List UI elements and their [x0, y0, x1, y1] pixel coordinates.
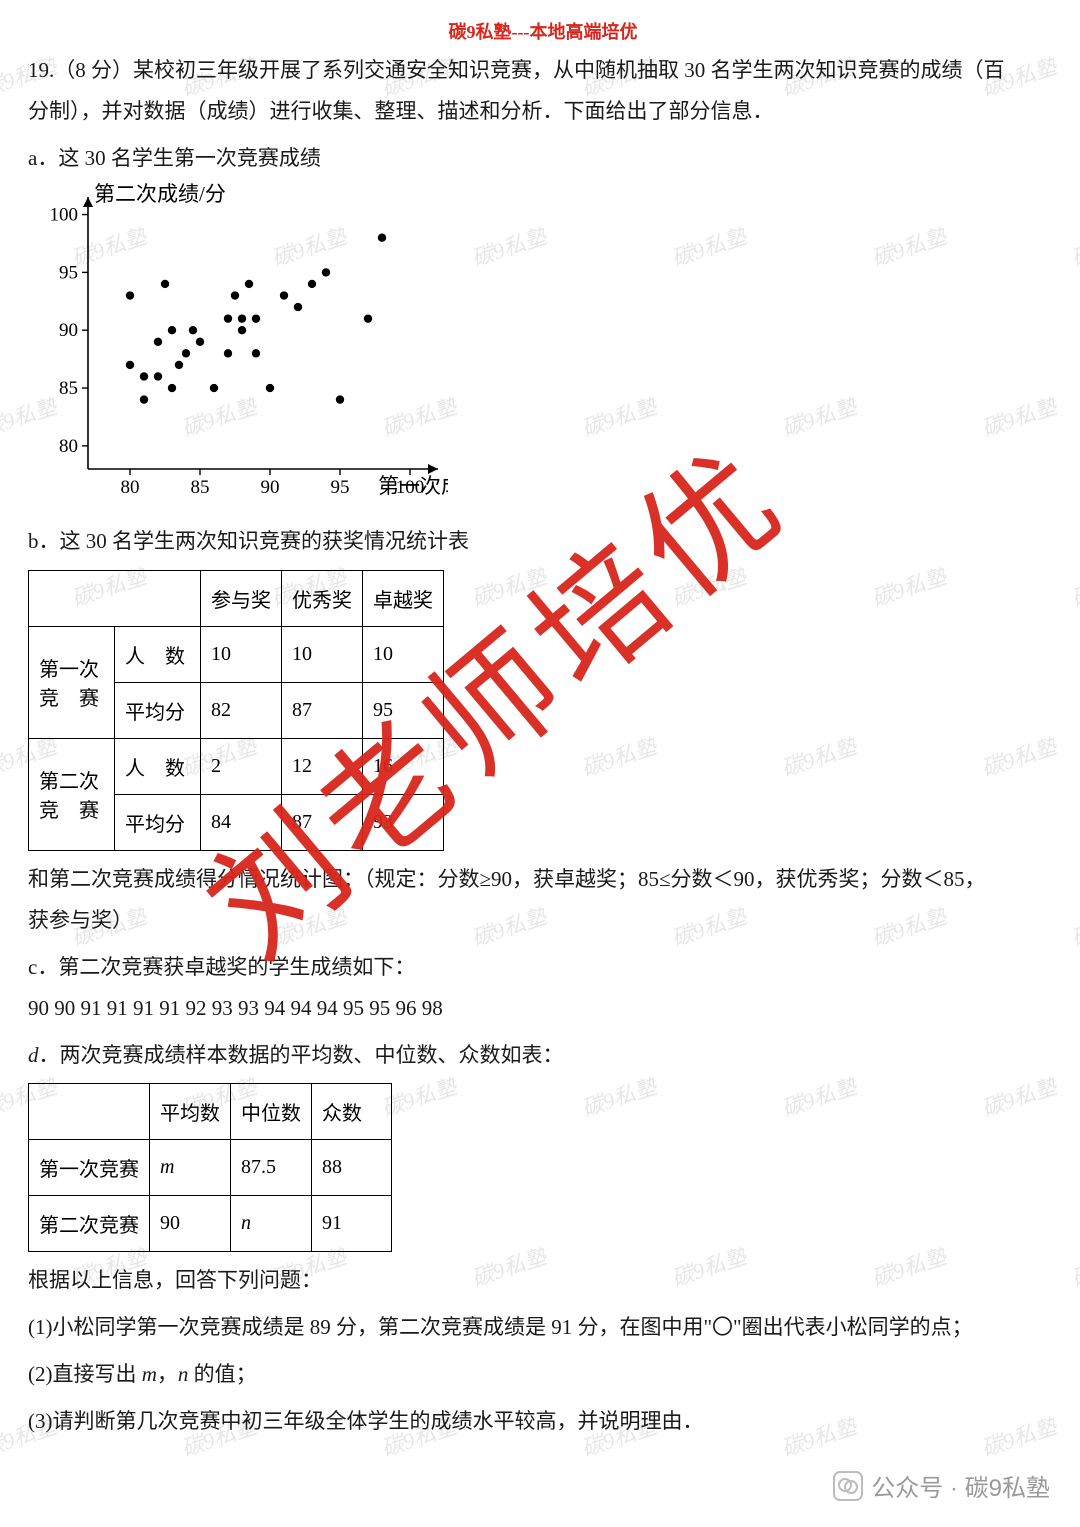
t1-r1-lbl: 人 数 [115, 626, 201, 682]
svg-text:80: 80 [59, 436, 78, 457]
svg-text:95: 95 [331, 477, 350, 498]
awards-table: 参与奖 优秀奖 卓越奖 第一次竞 赛 人 数 10 10 10 平均分 82 8… [28, 570, 444, 851]
t2-r2-c1: 90 [150, 1196, 231, 1252]
svg-text:90: 90 [261, 477, 280, 498]
section-c-title: c．第二次竞赛获卓越奖的学生成绩如下： [28, 947, 1058, 988]
header-red: 碳9私塾---本地高端培优 [28, 18, 1058, 44]
t2-r1-c0: 第一次竞赛 [29, 1140, 150, 1196]
t1-r4-v1: 84 [201, 794, 282, 850]
t1-r3-v1: 2 [201, 738, 282, 794]
t2-r2-c3: 91 [312, 1196, 392, 1252]
t1-r2-lbl: 平均分 [115, 682, 201, 738]
t1-r2-v2: 87 [282, 682, 363, 738]
t1-g2: 第二次竞 赛 [29, 738, 115, 850]
t1-r1-v2: 10 [282, 626, 363, 682]
t1-r3-v3: 16 [363, 738, 444, 794]
svg-text:80: 80 [121, 477, 140, 498]
t1-r3-lbl: 人 数 [115, 738, 201, 794]
footer-wechat: 公众号 · 碳9私塾 [833, 1468, 1050, 1503]
section-c-scores: 90 90 91 91 91 91 92 93 93 94 94 94 95 9… [28, 988, 1058, 1029]
note-line-1: 和第二次竞赛成绩得分情况统计图：（规定：分数≥90，获卓越奖；85≤分数＜90，… [28, 859, 1058, 900]
t2-h0 [29, 1084, 150, 1140]
note-line-2: 获参与奖） [28, 900, 1058, 941]
svg-text:95: 95 [59, 262, 78, 283]
t2-r1-c2: 87.5 [231, 1140, 312, 1196]
scatter-svg: 8085909510080859095100第一次成绩/分第二次成绩/分 [28, 183, 448, 513]
section-d-rest: ．两次竞赛成绩样本数据的平均数、中位数、众数如表： [39, 1043, 564, 1067]
t2-h1: 平均数 [150, 1084, 231, 1140]
t2-r1-c1: m [150, 1140, 231, 1196]
svg-text:第一次成绩/分: 第一次成绩/分 [378, 474, 448, 498]
t1-h-blank [29, 570, 201, 626]
section-d-title: d．两次竞赛成绩样本数据的平均数、中位数、众数如表： [28, 1035, 1058, 1076]
svg-text:90: 90 [59, 320, 78, 341]
question-3: (3)请判断第几次竞赛中初三年级全体学生的成绩水平较高，并说明理由． [28, 1401, 1058, 1442]
t1-r4-v3: 93 [363, 794, 444, 850]
t1-r4-v2: 87 [282, 794, 363, 850]
t2-h3: 众数 [312, 1084, 392, 1140]
question-intro-line2: 分制），并对数据（成绩）进行收集、整理、描述和分析．下面给出了部分信息． [28, 91, 1058, 132]
t1-r3-v2: 12 [282, 738, 363, 794]
t1-r4-lbl: 平均分 [115, 794, 201, 850]
t1-g1: 第一次竞 赛 [29, 626, 115, 738]
question-2: (2)直接写出 m，n 的值； [28, 1354, 1058, 1395]
section-a-title: a．这 30 名学生第一次竞赛成绩 [28, 138, 1058, 179]
page-content: 碳9私塾---本地高端培优 19.（8 分）某校初三年级开展了系列交通安全知识竞… [0, 0, 1080, 1460]
svg-text:第二次成绩/分: 第二次成绩/分 [94, 183, 226, 206]
t1-h-2: 优秀奖 [282, 570, 363, 626]
section-d-prefix: d [28, 1043, 39, 1067]
t1-r1-v3: 10 [363, 626, 444, 682]
question-prompt: 根据以上信息，回答下列问题： [28, 1260, 1058, 1301]
t2-h2: 中位数 [231, 1084, 312, 1140]
t2-r2-c2: n [231, 1196, 312, 1252]
svg-text:85: 85 [191, 477, 210, 498]
svg-text:100: 100 [50, 204, 79, 225]
t1-h-1: 参与奖 [201, 570, 282, 626]
t1-r2-v3: 95 [363, 682, 444, 738]
t1-r1-v1: 10 [201, 626, 282, 682]
t1-h-3: 卓越奖 [363, 570, 444, 626]
stats-table: 平均数 中位数 众数 第一次竞赛 m 87.5 88 第二次竞赛 90 n 91 [28, 1083, 392, 1252]
svg-text:85: 85 [59, 378, 78, 399]
t2-r1-c3: 88 [312, 1140, 392, 1196]
wechat-icon [833, 1471, 863, 1501]
section-b-title: b．这 30 名学生两次知识竞赛的获奖情况统计表 [28, 521, 1058, 562]
t2-r2-c0: 第二次竞赛 [29, 1196, 150, 1252]
question-1: (1)小松同学第一次竞赛成绩是 89 分，第二次竞赛成绩是 91 分，在图中用"… [28, 1307, 1058, 1348]
footer-text: 公众号 · 碳9私塾 [871, 1468, 1050, 1503]
scatter-chart: 8085909510080859095100第一次成绩/分第二次成绩/分 [28, 183, 448, 513]
t1-r2-v1: 82 [201, 682, 282, 738]
question-intro-line1: 19.（8 分）某校初三年级开展了系列交通安全知识竞赛，从中随机抽取 30 名学… [28, 50, 1058, 91]
